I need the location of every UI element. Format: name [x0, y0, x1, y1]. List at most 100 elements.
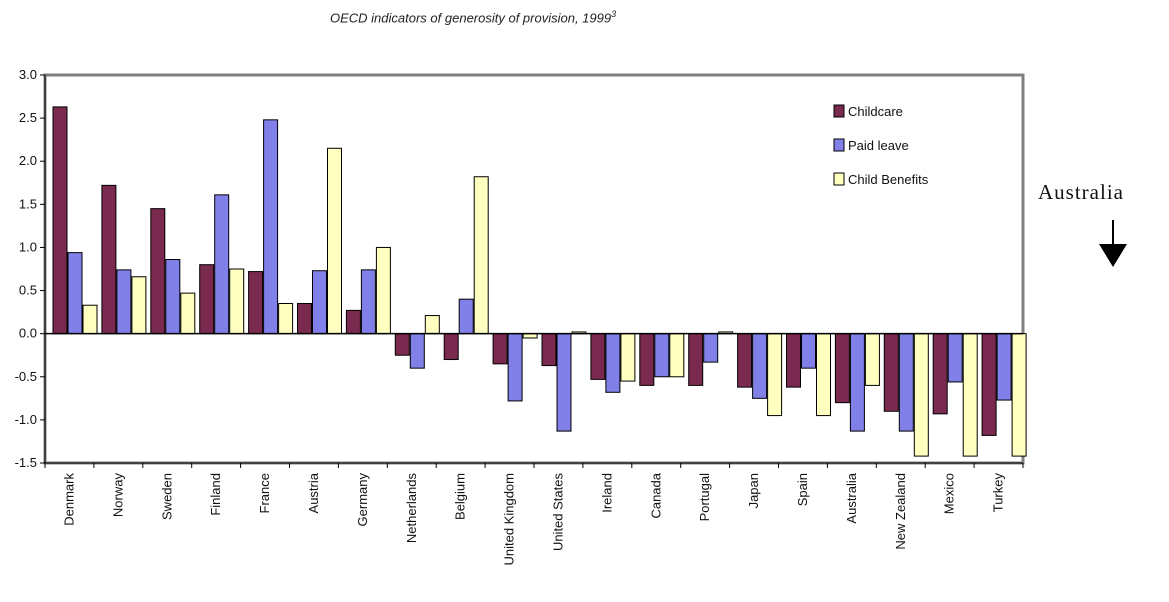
bar-child-benefits — [473, 176, 489, 335]
y-tick-label: -0.5 — [15, 369, 37, 384]
bar-child-benefits — [278, 302, 294, 335]
bar-child-benefits — [82, 304, 98, 335]
bar-paid-leave — [116, 269, 132, 335]
bar-child-benefits — [669, 333, 685, 378]
bar-childcare — [443, 333, 459, 361]
x-category-label: Finland — [208, 473, 223, 516]
x-category-label: Ireland — [599, 473, 614, 513]
bar-child-benefits — [229, 268, 245, 335]
x-category-label: Canada — [648, 472, 663, 518]
legend-swatch — [833, 138, 845, 152]
bar-paid-leave — [703, 333, 719, 363]
bar-childcare — [883, 333, 899, 412]
bar-child-benefits — [620, 333, 636, 382]
bar-paid-leave — [507, 333, 523, 402]
bar-childcare — [639, 333, 655, 386]
chart-title: OECD indicators of generosity of provisi… — [330, 9, 730, 25]
x-category-label: Australia — [844, 472, 859, 523]
arrow-head — [1099, 244, 1127, 267]
bar-paid-leave — [996, 333, 1012, 401]
bar-paid-leave — [214, 194, 230, 335]
bar-childcare — [834, 333, 850, 404]
bar-child-benefits — [864, 333, 880, 386]
x-axis: Denmark Norway Sweden Finland France Austria G… — [44, 462, 1024, 566]
bar-childcare — [248, 271, 264, 335]
bar-paid-leave — [898, 333, 914, 432]
y-tick-label: 2.5 — [19, 110, 37, 125]
bar-child-benefits — [180, 292, 196, 335]
x-category-label: Denmark — [61, 473, 76, 526]
x-category-label: Portugal — [697, 473, 712, 522]
bar-childcare — [590, 333, 606, 380]
bar-paid-leave — [556, 333, 572, 432]
bar-childcare — [101, 184, 117, 335]
bar-child-benefits — [767, 333, 783, 417]
bar-paid-leave — [263, 119, 279, 335]
legend-label: Child Benefits — [848, 172, 929, 187]
x-category-label: Mexico — [942, 473, 957, 514]
bar-childcare — [786, 333, 801, 388]
bar-child-benefits — [913, 333, 929, 457]
y-tick-label: 3.0 — [19, 67, 37, 82]
chart-title-text: OECD indicators of generosity of provisi… — [330, 10, 612, 26]
legend: Childcare Paid leave Child Benefits — [833, 104, 929, 187]
legend-swatch — [833, 104, 845, 118]
x-category-label: Germany — [355, 473, 370, 527]
x-category-label: Japan — [746, 473, 761, 508]
y-tick-label: 0.5 — [19, 283, 37, 298]
chart-title-superscript: 3 — [611, 9, 617, 19]
arrow-down-icon — [1099, 220, 1127, 267]
bar-paid-leave — [312, 270, 327, 335]
x-category-label: Austria — [306, 472, 321, 513]
bar-child-benefits — [375, 246, 391, 335]
bar-childcare — [394, 333, 410, 356]
bar-paid-leave — [67, 252, 83, 335]
bar-child-benefits — [1011, 333, 1027, 457]
australia-annotation: Australia — [1038, 180, 1124, 204]
bar-child-benefits — [816, 333, 831, 417]
x-category-label: France — [257, 473, 272, 513]
bars — [45, 106, 1027, 457]
bar-childcare — [981, 333, 997, 436]
x-category-label: United Kingdom — [502, 473, 517, 566]
bar-paid-leave — [360, 269, 376, 335]
bar-child-benefits — [327, 147, 342, 335]
bar-paid-leave — [801, 333, 816, 369]
bar-childcare — [345, 309, 361, 335]
bar-paid-leave — [409, 333, 425, 369]
bar-child-benefits — [131, 276, 147, 335]
bar-child-benefits — [424, 315, 440, 335]
bar-childcare — [737, 333, 753, 388]
y-tick-label: -1.5 — [15, 455, 37, 470]
y-tick-label: 1.5 — [19, 196, 37, 211]
bar-child-benefits — [962, 333, 978, 457]
y-tick-label: 0.0 — [19, 326, 37, 341]
y-axis: 3.0 2.5 2.0 1.5 1.0 0.5 0.0 -0.5 -1.0 -1.5 — [15, 67, 46, 470]
x-category-label: Norway — [110, 473, 125, 518]
bar-paid-leave — [605, 333, 621, 393]
y-tick-label: 1.0 — [19, 239, 37, 254]
bar-paid-leave — [947, 333, 963, 383]
bar-paid-leave — [654, 333, 670, 378]
y-tick-label: -1.0 — [15, 412, 37, 427]
legend-swatch — [833, 172, 845, 186]
legend-label: Paid leave — [848, 138, 909, 153]
x-category-label: Belgium — [453, 473, 468, 520]
plot-border — [43, 73, 1025, 465]
x-category-label: New Zealand — [893, 473, 908, 550]
bar-childcare — [492, 333, 508, 365]
x-category-label: Spain — [795, 473, 810, 506]
bar-paid-leave — [752, 333, 768, 399]
bar-childcare — [932, 333, 948, 415]
bar-childcare — [150, 208, 166, 335]
y-tick-label: 2.0 — [19, 153, 37, 168]
x-category-label: Sweden — [159, 473, 174, 520]
x-category-label: United States — [550, 473, 565, 552]
bar-childcare — [52, 106, 68, 335]
bar-paid-leave — [849, 333, 865, 432]
x-category-label: Turkey — [991, 473, 1006, 513]
x-category-label: Netherlands — [404, 473, 419, 544]
bar-childcare — [688, 333, 704, 386]
bar-paid-leave — [458, 298, 474, 335]
bar-childcare — [199, 264, 215, 335]
